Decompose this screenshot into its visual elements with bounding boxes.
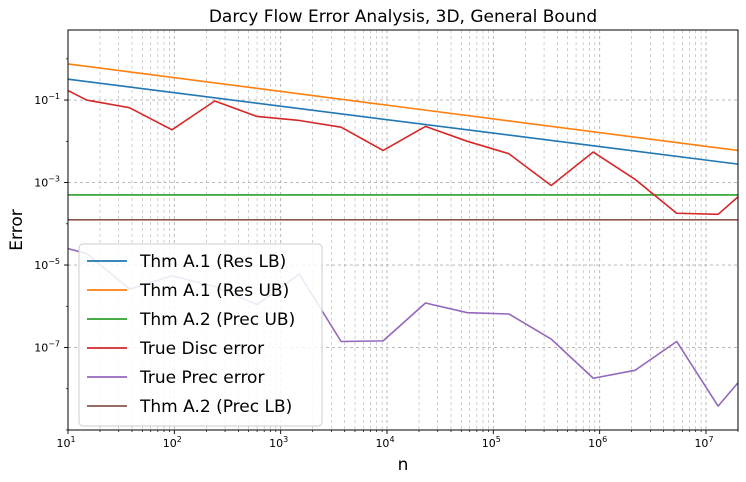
y-axis-title: Error	[7, 209, 27, 250]
legend-label-3: Thm A.2 (Prec UB)	[139, 310, 295, 330]
grid	[67, 30, 739, 431]
y-tick-label: 10−5	[34, 257, 60, 272]
y-tick-label: 10−3	[34, 175, 60, 190]
legend-label-2: Thm A.1 (Res UB)	[139, 281, 289, 301]
legend-label-4: True Disc error	[139, 339, 264, 359]
x-tick-label: 105	[482, 435, 501, 450]
legend-label-6: Thm A.2 (Prec LB)	[139, 397, 292, 417]
x-tick-label: 104	[375, 435, 394, 450]
x-tick-label: 101	[56, 435, 75, 450]
series-line-4	[67, 89, 739, 216]
series-line-2	[67, 63, 739, 152]
y-tick-label: 10−7	[34, 340, 60, 355]
y-tick-label: 10−1	[34, 92, 60, 107]
legend: Thm A.1 (Res LB) Thm A.1 (Res UB) Thm A.2 …	[78, 243, 323, 427]
x-tick-label: 103	[269, 435, 288, 450]
series-layer	[67, 63, 739, 407]
legend-box	[78, 243, 323, 427]
plot-frame	[67, 29, 739, 431]
x-tick-label: 102	[163, 435, 182, 450]
legend-label-1: Thm A.1 (Res LB)	[139, 252, 286, 272]
ticks: 101 102 103 104 105 106 107 10−7 10−5 10−3 10−1	[34, 58, 739, 450]
x-tick-label: 107	[694, 435, 713, 450]
x-axis-title: n	[398, 455, 409, 475]
x-tick-label: 106	[588, 435, 607, 450]
legend-label-5: True Prec error	[139, 368, 264, 388]
chart-title: Darcy Flow Error Analysis, 3D, General B…	[209, 7, 597, 27]
series-line-1	[67, 78, 739, 165]
